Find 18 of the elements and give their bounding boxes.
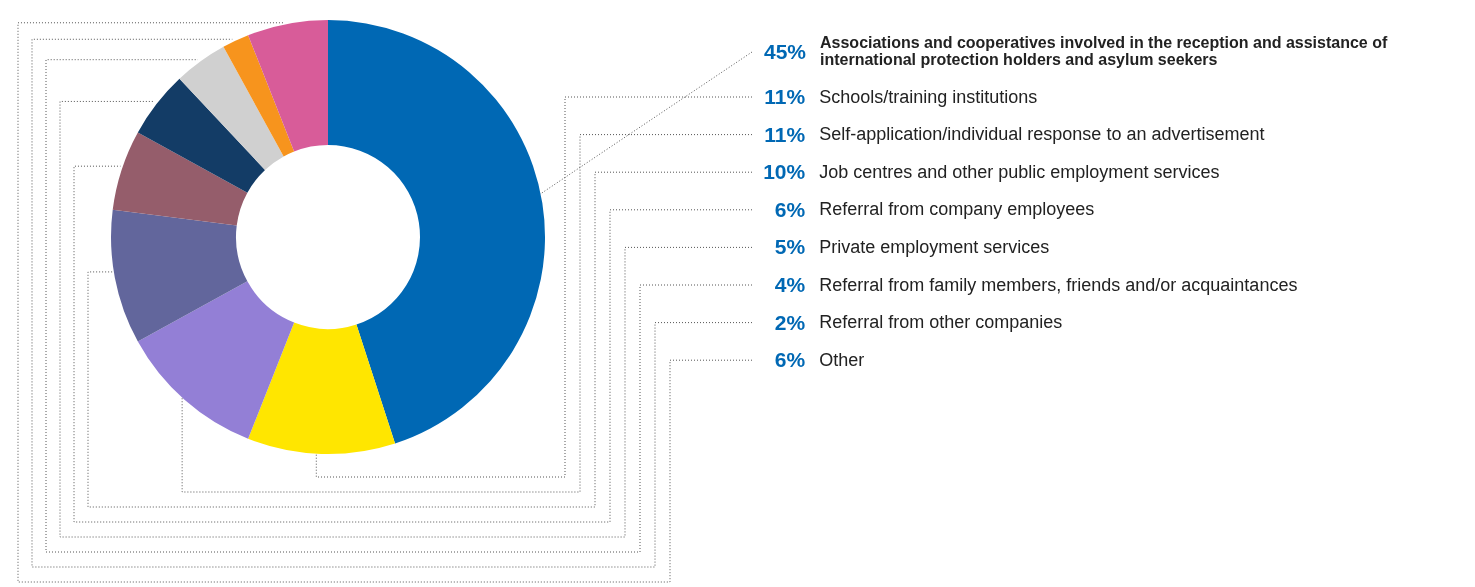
slice-label: Private employment services (819, 236, 1051, 257)
data-label: 2% (773, 310, 806, 335)
slice-label: Referral from company employees (819, 199, 1096, 220)
data-label: 6% (773, 197, 806, 222)
data-label: 5% (773, 235, 806, 260)
data-label: 11% (763, 85, 806, 109)
data-label: 11% (763, 122, 806, 147)
data-label: 4% (773, 273, 806, 297)
data-label: 45% (762, 40, 806, 64)
slice-label: Referral from family members, friends and/or acquaintances (819, 274, 1299, 295)
slice-label: Referral from other companies (819, 312, 1064, 333)
slice-label: Associations and cooperatives involved in the reception and assistance of international protection holders and asylum seekers (820, 34, 1389, 69)
slice-label: Job centres and other public employment services (819, 161, 1221, 182)
slice-label: Other (819, 349, 866, 370)
slice-label: Self-application/individual response to an advertisement (819, 124, 1266, 145)
slice-label: Schools/training institutions (819, 86, 1039, 107)
data-label: 10% (762, 160, 806, 185)
data-label: 6% (773, 348, 806, 373)
